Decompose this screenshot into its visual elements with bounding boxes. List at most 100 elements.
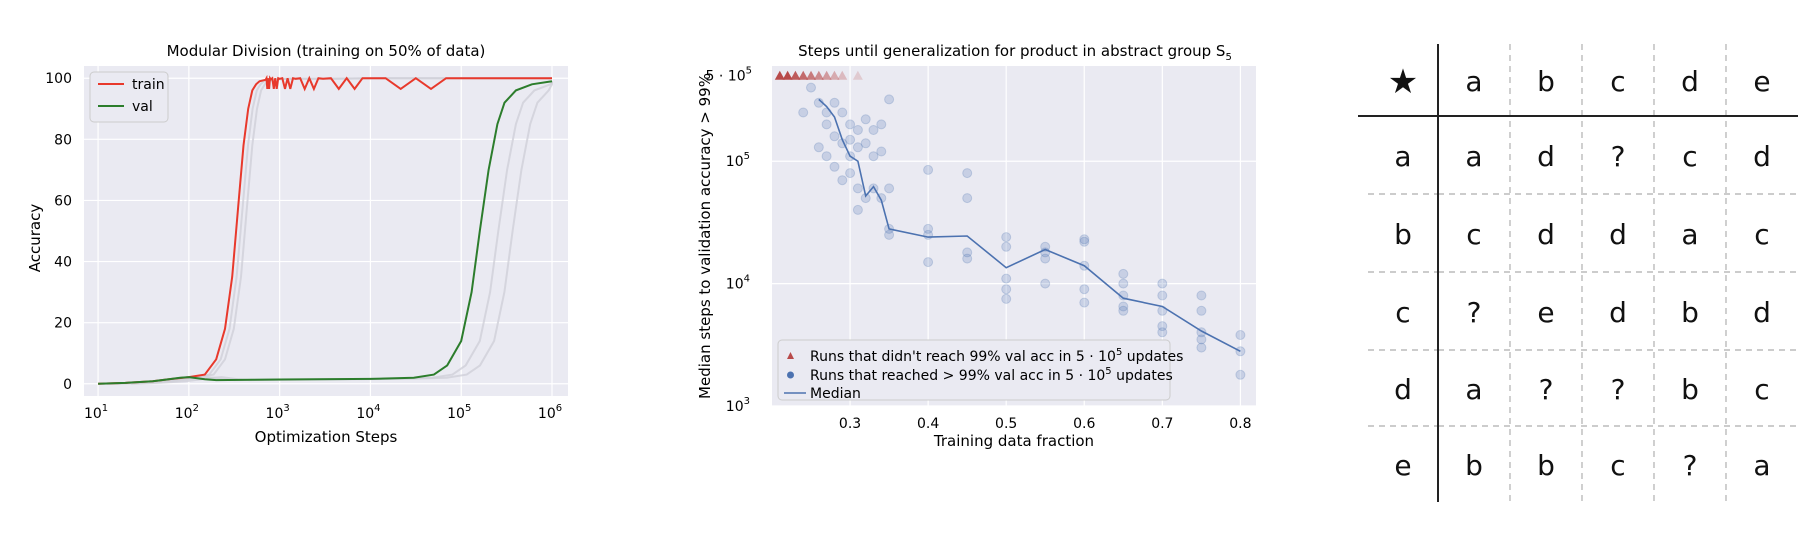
y-tick-label: 20: [54, 316, 72, 332]
unknown-cell: ?: [1611, 373, 1626, 406]
x-tick-label: 102: [175, 403, 199, 422]
table-cell: e: [1537, 296, 1554, 329]
failed-run-triangle: [806, 70, 817, 80]
run-point: [860, 138, 871, 149]
x-tick-exponent: 5: [465, 403, 471, 414]
run-point: [962, 193, 973, 204]
legend-label-failed-suffix: updates: [1122, 349, 1183, 365]
x-tick-label: 0.5: [995, 416, 1017, 432]
unknown-cell: ?: [1683, 449, 1698, 482]
y-tick-label: 104: [726, 274, 750, 293]
x-tick-exponent: 4: [374, 403, 380, 414]
legend: train val: [89, 71, 169, 123]
run-point: [1040, 278, 1051, 289]
table-cell: b: [1681, 296, 1699, 329]
y-tick-top-exponent: 5: [746, 66, 752, 77]
failed-run-triangle: [790, 70, 801, 80]
row-header: d: [1394, 373, 1412, 406]
table-cell: d: [1609, 218, 1627, 251]
x-tick-base: 10: [175, 406, 193, 422]
chart-title: Steps until generalization for product i…: [798, 42, 1232, 63]
y-tick-label-top: 5 · 105: [706, 66, 752, 85]
y-tick-labels: 0 20 40 60 80 100: [45, 71, 72, 393]
run-point: [962, 247, 973, 258]
run-point: [1079, 236, 1090, 247]
table-cell: c: [1466, 218, 1481, 251]
run-point: [852, 142, 863, 153]
failed-run-triangle: [813, 70, 824, 80]
column-header: d: [1681, 65, 1699, 98]
y-axis-label: Accuracy: [26, 204, 44, 273]
run-point: [923, 223, 934, 234]
failed-run-triangle: [837, 70, 848, 80]
x-tick-label: 101: [84, 403, 108, 422]
failed-run-triangle: [821, 70, 832, 80]
chart-title-main: Steps until generalization for product i…: [798, 42, 1225, 60]
legend-box: [777, 339, 1171, 401]
column-header: c: [1610, 65, 1625, 98]
legend-label-success: Runs that reached > 99% val acc in 5 · 1…: [810, 366, 1173, 384]
x-tick-label: 0.6: [1073, 416, 1095, 432]
legend-swatch-failed: [787, 352, 794, 359]
table-cell: d: [1537, 140, 1555, 173]
run-point: [1118, 305, 1129, 316]
successful-run-points: [798, 82, 1246, 380]
run-point: [1196, 305, 1207, 316]
run-point: [829, 97, 840, 108]
table-cell: d: [1609, 296, 1627, 329]
run-point: [876, 119, 887, 130]
table-cell: c: [1682, 140, 1697, 173]
table-cell: b: [1681, 373, 1699, 406]
y-axis-label: Median steps to validation accuracy > 99…: [696, 73, 714, 399]
run-point: [962, 168, 973, 179]
run-point: [845, 134, 856, 145]
legend-label-success-exp: 5: [1105, 366, 1111, 377]
legend-label-val: val: [132, 99, 153, 115]
median-line: [818, 98, 1241, 353]
table-cell: d: [1537, 218, 1555, 251]
chart-title: Modular Division (training on 50% of dat…: [167, 42, 486, 60]
failed-run-triangle: [782, 70, 793, 80]
x-tick-exponent: 6: [556, 403, 562, 414]
y-tick-label: 80: [54, 132, 72, 148]
table-cell: c: [1754, 218, 1769, 251]
run-point: [829, 161, 840, 172]
run-point: [1040, 241, 1051, 252]
y-tick-label: 103: [726, 396, 750, 415]
run-point: [852, 125, 863, 135]
y-tick-label: 60: [54, 193, 72, 209]
run-point: [923, 164, 934, 175]
run-point: [806, 82, 816, 93]
run-point: [829, 131, 840, 142]
x-tick-exponent: 1: [102, 403, 108, 414]
x-tick-label: 0.4: [917, 416, 939, 432]
modular-division-chart: Modular Division (training on 50% of dat…: [26, 42, 568, 446]
run-point: [1157, 290, 1168, 301]
x-tick-base: 10: [84, 406, 102, 422]
y-tick-exponent: 4: [744, 274, 750, 285]
x-tick-label: 0.8: [1229, 416, 1251, 432]
failed-run-triangle: [852, 70, 863, 80]
run-point: [923, 257, 934, 268]
run-point: [868, 125, 879, 135]
table-cell: d: [1753, 140, 1771, 173]
chart-title-subscript: 5: [1225, 52, 1231, 63]
legend-label-success-suffix: updates: [1112, 368, 1173, 384]
steps-until-generalization-chart: Steps until generalization for product i…: [696, 42, 1256, 450]
run-point: [1235, 330, 1246, 340]
run-point: [962, 253, 973, 264]
table-cells: ★ a b c d e a a d? c d b c d d a c c? e d b d d a?? b c e b b c? a: [1388, 62, 1771, 482]
legend-label-failed: Runs that didn't reach 99% val acc in 5 …: [810, 347, 1183, 365]
row-header: b: [1394, 218, 1412, 251]
x-tick-base: 10: [356, 406, 374, 422]
run-point: [1001, 241, 1012, 252]
y-tick-top-base: 5 · 10: [706, 69, 746, 85]
x-tick-base: 10: [266, 406, 284, 422]
run-point: [821, 119, 832, 130]
x-tick-exponent: 2: [193, 403, 199, 414]
table-cell: a: [1465, 140, 1482, 173]
run-point: [884, 94, 895, 105]
unknown-cell: ?: [1467, 296, 1482, 329]
y-tick-label: 100: [45, 71, 72, 87]
